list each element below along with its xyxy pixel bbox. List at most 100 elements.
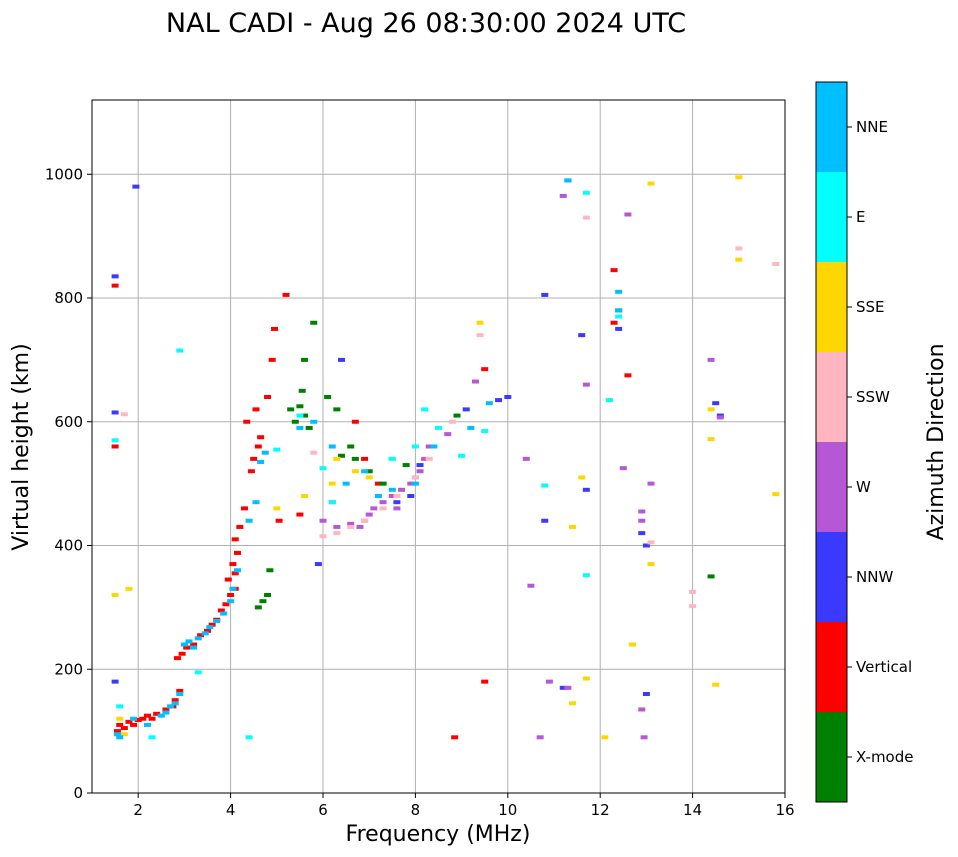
y-tick-label: 600 (54, 413, 83, 431)
data-point (213, 618, 221, 623)
data-point (319, 466, 327, 471)
data-point (287, 407, 295, 412)
data-point (351, 419, 359, 424)
data-point (190, 645, 198, 650)
data-point (601, 735, 609, 740)
data-point (143, 722, 151, 727)
data-point (647, 181, 655, 186)
data-point (333, 531, 341, 536)
data-point (647, 540, 655, 545)
chart-title: NAL CADI - Aug 26 08:30:00 2024 UTC (166, 8, 686, 39)
data-point (171, 701, 179, 706)
series-e (111, 190, 623, 740)
data-point (707, 437, 715, 442)
data-point (342, 481, 350, 486)
data-point (148, 735, 156, 740)
data-point (245, 518, 253, 523)
data-point (638, 531, 646, 536)
data-point (257, 459, 265, 464)
data-point (250, 456, 258, 461)
data-point (254, 444, 262, 449)
data-point (120, 412, 128, 417)
data-point (264, 395, 272, 399)
colorbar-segment (816, 172, 847, 262)
series-nne (113, 178, 623, 740)
y-tick-label: 400 (54, 537, 83, 555)
data-point (167, 704, 175, 709)
data-point (485, 401, 493, 406)
data-point (296, 512, 304, 517)
data-point (234, 550, 242, 555)
x-tick-label: 10 (498, 801, 517, 819)
data-point (772, 261, 780, 266)
data-point (125, 719, 133, 724)
data-point (153, 711, 161, 716)
data-point (582, 487, 590, 492)
data-point (328, 481, 336, 486)
data-point (476, 333, 484, 338)
data-point (111, 679, 119, 684)
data-point (444, 432, 452, 437)
data-point (411, 481, 419, 486)
data-point (527, 583, 535, 588)
data-point (379, 481, 387, 486)
data-point (178, 651, 186, 656)
data-point (130, 722, 138, 727)
data-point (402, 463, 410, 468)
data-point (638, 509, 646, 514)
data-point (314, 562, 322, 567)
colorbar-segment (816, 262, 847, 352)
data-point (134, 717, 142, 722)
data-point (296, 425, 304, 430)
data-point (735, 175, 743, 180)
data-point (689, 604, 697, 609)
data-point (356, 524, 364, 529)
data-point (257, 435, 265, 440)
data-point (559, 685, 567, 690)
data-point (301, 357, 309, 362)
data-point (245, 735, 253, 740)
data-point (393, 506, 401, 511)
y-tick-label: 800 (54, 289, 83, 307)
data-point (462, 407, 470, 412)
colorbar-segment (816, 712, 847, 802)
data-point (296, 404, 304, 409)
data-point (264, 593, 272, 597)
data-point (416, 469, 424, 474)
data-point (370, 506, 378, 511)
data-point (481, 679, 489, 684)
data-point (220, 611, 228, 616)
data-point (430, 444, 438, 449)
data-point (638, 518, 646, 523)
data-point (259, 599, 267, 604)
data-point (559, 193, 567, 198)
data-point (240, 506, 248, 511)
data-point (305, 425, 313, 430)
data-point (231, 537, 239, 542)
data-point (615, 289, 623, 294)
data-point (541, 483, 549, 488)
data-point (407, 494, 415, 498)
plot-frame (91, 99, 786, 794)
data-point (578, 333, 586, 338)
data-point (707, 357, 715, 362)
data-point (536, 735, 544, 740)
series-vertical (111, 268, 632, 740)
series-nnw (111, 178, 724, 696)
data-point (451, 735, 459, 740)
data-point (541, 292, 549, 297)
data-point (624, 373, 632, 378)
data-point (185, 639, 193, 644)
colorbar-segment (816, 532, 847, 622)
series-sse (111, 175, 780, 740)
data-point (319, 518, 327, 523)
data-point (113, 732, 121, 737)
data-point (222, 602, 230, 607)
data-point (148, 716, 156, 721)
data-point (252, 407, 260, 412)
data-point (379, 506, 387, 511)
colorbar-label: W (856, 478, 871, 496)
data-point (261, 450, 269, 455)
data-point (162, 710, 170, 715)
data-point (180, 642, 188, 647)
